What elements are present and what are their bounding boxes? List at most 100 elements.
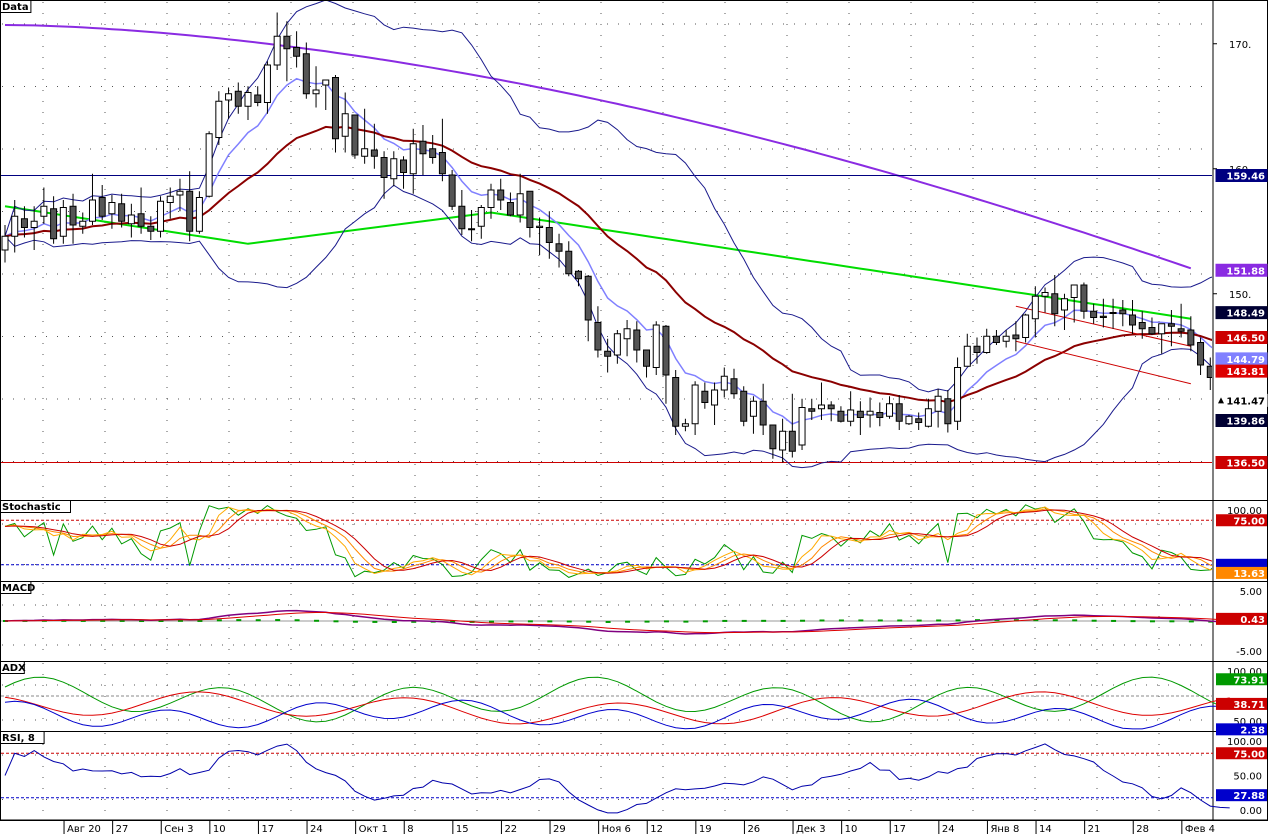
- candle-body: [79, 220, 87, 227]
- stoch-slow-line: [4, 508, 1212, 574]
- candle: [79, 212, 87, 234]
- price-tag-label: 146.50: [1226, 334, 1265, 345]
- candle-body: [1177, 328, 1185, 332]
- osc-axis-label: 100.00: [1227, 506, 1262, 517]
- stoch-plot-area: [1, 504, 1212, 578]
- price-tag-label: 151.88: [1226, 266, 1265, 277]
- candle: [769, 424, 777, 459]
- candle-body: [283, 35, 291, 50]
- price-tag-box: [1215, 263, 1268, 277]
- candle-body: [127, 214, 135, 225]
- candle-body: [1158, 323, 1166, 335]
- candle: [584, 275, 592, 342]
- candle-body: [331, 77, 339, 140]
- candle: [954, 357, 962, 430]
- x-axis-label: 10: [845, 824, 858, 834]
- candle: [1177, 303, 1185, 338]
- candle-body: [1060, 298, 1068, 311]
- candle-body: [1197, 342, 1205, 366]
- candle-body: [827, 404, 835, 410]
- candle-body: [740, 390, 748, 422]
- candle-body: [497, 189, 505, 201]
- candle-body: [11, 215, 19, 237]
- candle: [322, 79, 330, 110]
- osc-axis-label: -5.00: [1236, 647, 1262, 658]
- osc-tag-box: [1216, 697, 1267, 710]
- candle-body: [516, 193, 524, 216]
- candle-body: [866, 410, 874, 416]
- candle-body: [20, 218, 28, 228]
- candle-body: [1012, 334, 1020, 340]
- x-axis-label: 15: [456, 824, 469, 834]
- candle: [691, 381, 699, 435]
- candle: [886, 396, 894, 419]
- candle: [817, 382, 825, 420]
- candle-body: [924, 408, 932, 427]
- candle: [458, 190, 466, 235]
- candle-body: [1080, 284, 1088, 312]
- candle-body: [400, 159, 408, 173]
- candle-body: [798, 407, 806, 446]
- candle: [409, 128, 417, 194]
- candle: [915, 412, 923, 430]
- candle-body: [623, 328, 631, 340]
- price-axis-label: 170.: [1229, 40, 1251, 51]
- candle-body: [351, 114, 359, 156]
- osc-tag-box: [1216, 612, 1267, 625]
- candle: [1041, 287, 1049, 313]
- candle: [1119, 300, 1127, 327]
- macd-plot-area: [1, 609, 1233, 635]
- candle-body: [50, 208, 58, 240]
- candle-body: [1002, 335, 1010, 342]
- candle: [283, 21, 291, 82]
- adx-line: [4, 698, 1230, 730]
- candle-body: [1099, 315, 1107, 318]
- candle: [341, 92, 349, 153]
- price-tag-box: [1215, 364, 1268, 378]
- candle: [370, 123, 378, 169]
- candle-body: [88, 199, 96, 222]
- candle-body: [419, 140, 427, 155]
- candle-body: [876, 412, 884, 418]
- candle: [1060, 293, 1068, 330]
- candle: [400, 156, 408, 189]
- candle: [983, 328, 991, 354]
- candle: [40, 187, 48, 224]
- x-axis-label: 12: [650, 824, 663, 834]
- price-tag-label: 159.46: [1226, 172, 1265, 183]
- candle-body: [273, 35, 281, 66]
- candle-body: [720, 375, 728, 391]
- candle-body: [672, 377, 680, 427]
- candle-body: [847, 409, 855, 422]
- candle: [1197, 337, 1205, 375]
- osc-axis-label: 100.00: [1227, 737, 1262, 748]
- candle: [30, 206, 38, 250]
- price-tag-box: [1215, 306, 1268, 320]
- pane-title: Data: [2, 2, 29, 13]
- candle-body: [1227, 379, 1233, 395]
- candle: [895, 395, 903, 430]
- candle-body: [409, 143, 417, 175]
- candle-body: [1041, 292, 1049, 297]
- candle: [866, 397, 874, 428]
- candle-body: [954, 367, 962, 422]
- candle-body: [487, 189, 495, 208]
- candle: [711, 382, 719, 425]
- candle: [438, 118, 446, 182]
- candle: [652, 321, 660, 375]
- candle: [468, 210, 476, 242]
- candle-body: [545, 227, 553, 243]
- candle: [516, 173, 524, 223]
- candle: [1167, 310, 1175, 347]
- price-tag-box: [1215, 414, 1268, 427]
- current-price-marker-icon: [1218, 397, 1224, 404]
- candle-body: [711, 389, 719, 406]
- candle: [526, 190, 534, 238]
- candle: [1099, 298, 1107, 328]
- candle-body: [234, 90, 242, 107]
- candle-body: [565, 250, 573, 275]
- trend-channel-lower: [1015, 340, 1191, 385]
- candle: [1129, 300, 1137, 334]
- x-axis-label: 8: [407, 824, 413, 834]
